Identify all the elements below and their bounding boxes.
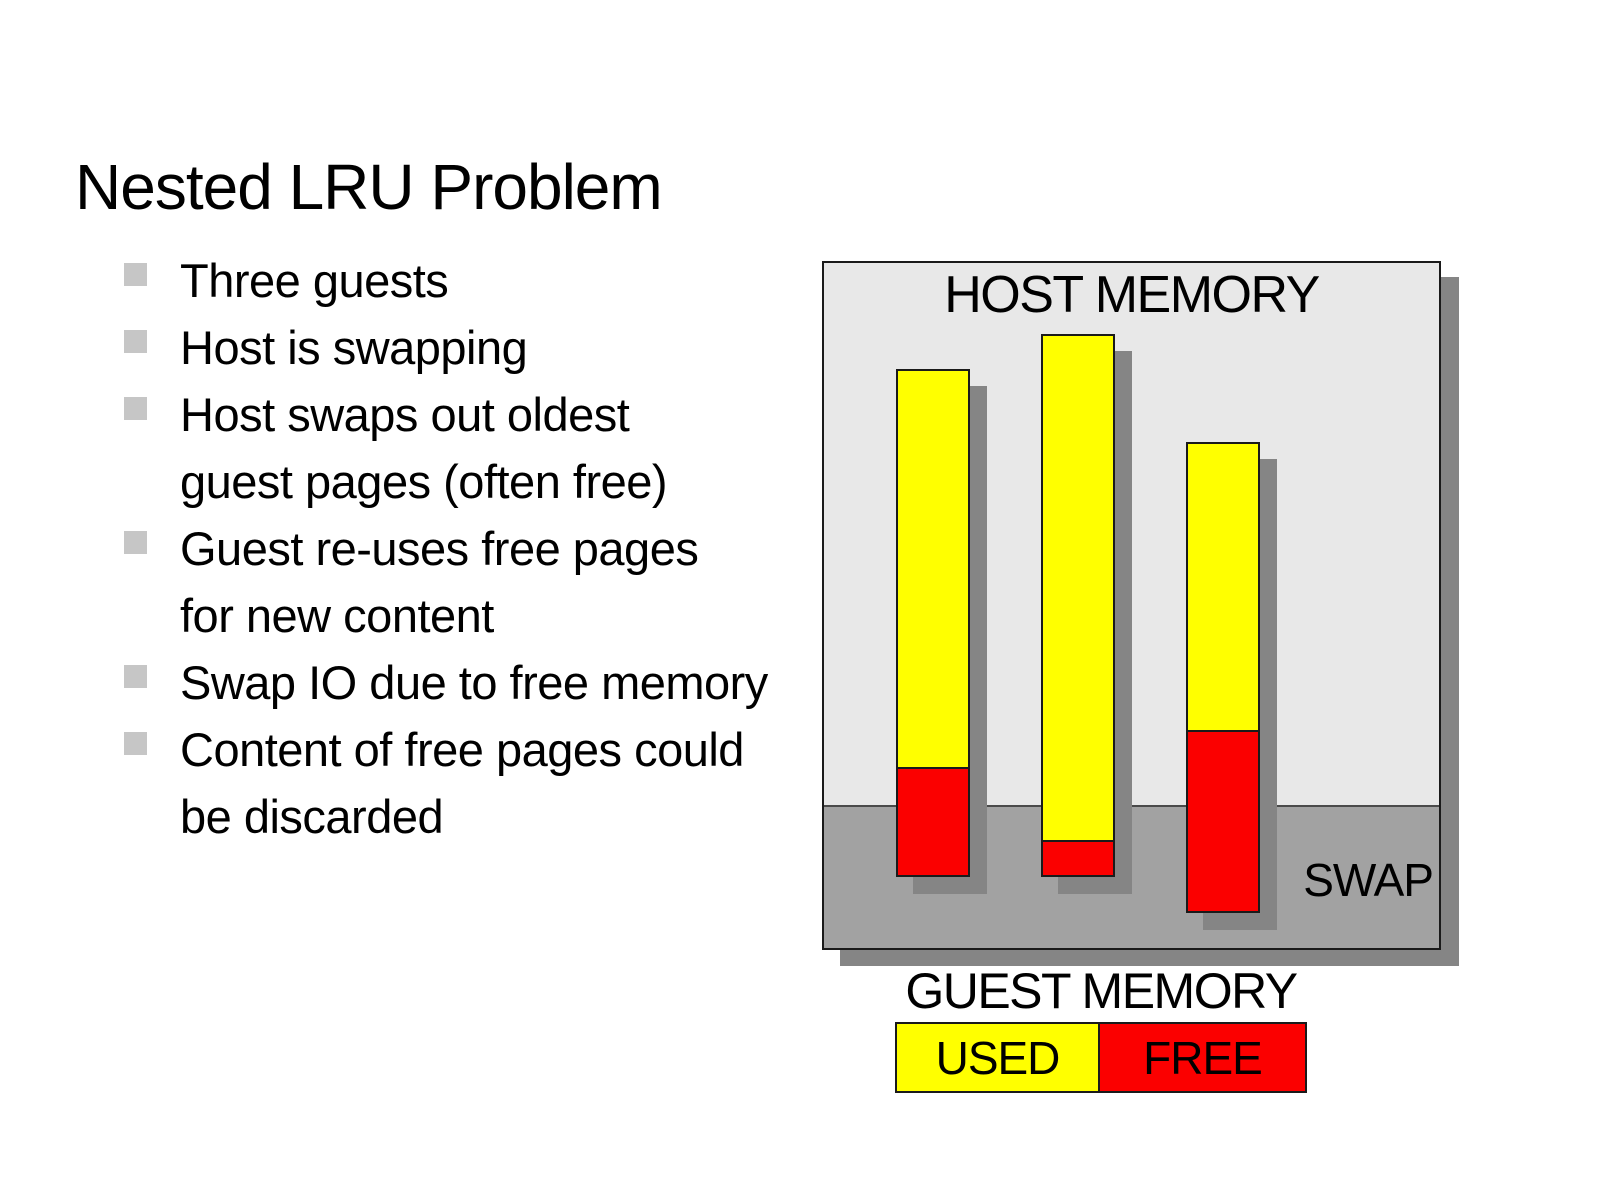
guest-memory-legend: USED FREE — [895, 1022, 1307, 1093]
bullet-line: guest pages (often free) — [180, 455, 668, 508]
bullet-marker-icon — [124, 330, 147, 353]
bullet-item: Swap IO due to free memory — [124, 649, 768, 716]
bullet-line: Three guests — [180, 254, 449, 307]
bullet-item: Three guests — [124, 247, 768, 314]
bullet-marker-icon — [124, 397, 147, 420]
swap-label: SWAP — [1303, 854, 1434, 906]
bullet-item: Host swaps out oldest guest pages (often… — [124, 381, 768, 515]
bar-used-segment — [1043, 336, 1113, 840]
bullet-list: Three guests Host is swapping Host swaps… — [124, 247, 768, 850]
bullet-item: Content of free pages could be discarded — [124, 716, 768, 850]
legend-free-swatch: FREE — [1098, 1024, 1305, 1091]
bullet-line: Content of free pages could — [180, 723, 744, 776]
bullet-line: for new content — [180, 589, 494, 642]
bullet-marker-icon — [124, 531, 147, 554]
guest-memory-bar-guest-3 — [1186, 442, 1260, 913]
bullet-item: Host is swapping — [124, 314, 768, 381]
bar-free-segment — [898, 767, 968, 875]
bullet-line: Swap IO due to free memory — [180, 656, 768, 709]
bullet-line: Host swaps out oldest — [180, 388, 630, 441]
slide-title: Nested LRU Problem — [75, 151, 663, 223]
bullet-line: Guest re-uses free pages — [180, 522, 699, 575]
guest-memory-legend-title: GUEST MEMORY — [905, 963, 1298, 1019]
bar-used-segment — [898, 371, 968, 767]
bar-free-segment — [1188, 730, 1258, 911]
bullet-line: Host is swapping — [180, 321, 528, 374]
bar-free-segment — [1043, 840, 1113, 875]
bullet-line: be discarded — [180, 790, 444, 843]
bullet-marker-icon — [124, 263, 147, 286]
bullet-marker-icon — [124, 665, 147, 688]
guest-memory-bar-guest-1 — [896, 369, 970, 877]
guest-memory-bar-guest-2 — [1041, 334, 1115, 877]
bar-used-segment — [1188, 444, 1258, 730]
legend-used-swatch: USED — [897, 1024, 1098, 1091]
host-memory-label: HOST MEMORY — [944, 266, 1320, 324]
bullet-item: Guest re-uses free pages for new content — [124, 515, 768, 649]
bullet-marker-icon — [124, 732, 147, 755]
